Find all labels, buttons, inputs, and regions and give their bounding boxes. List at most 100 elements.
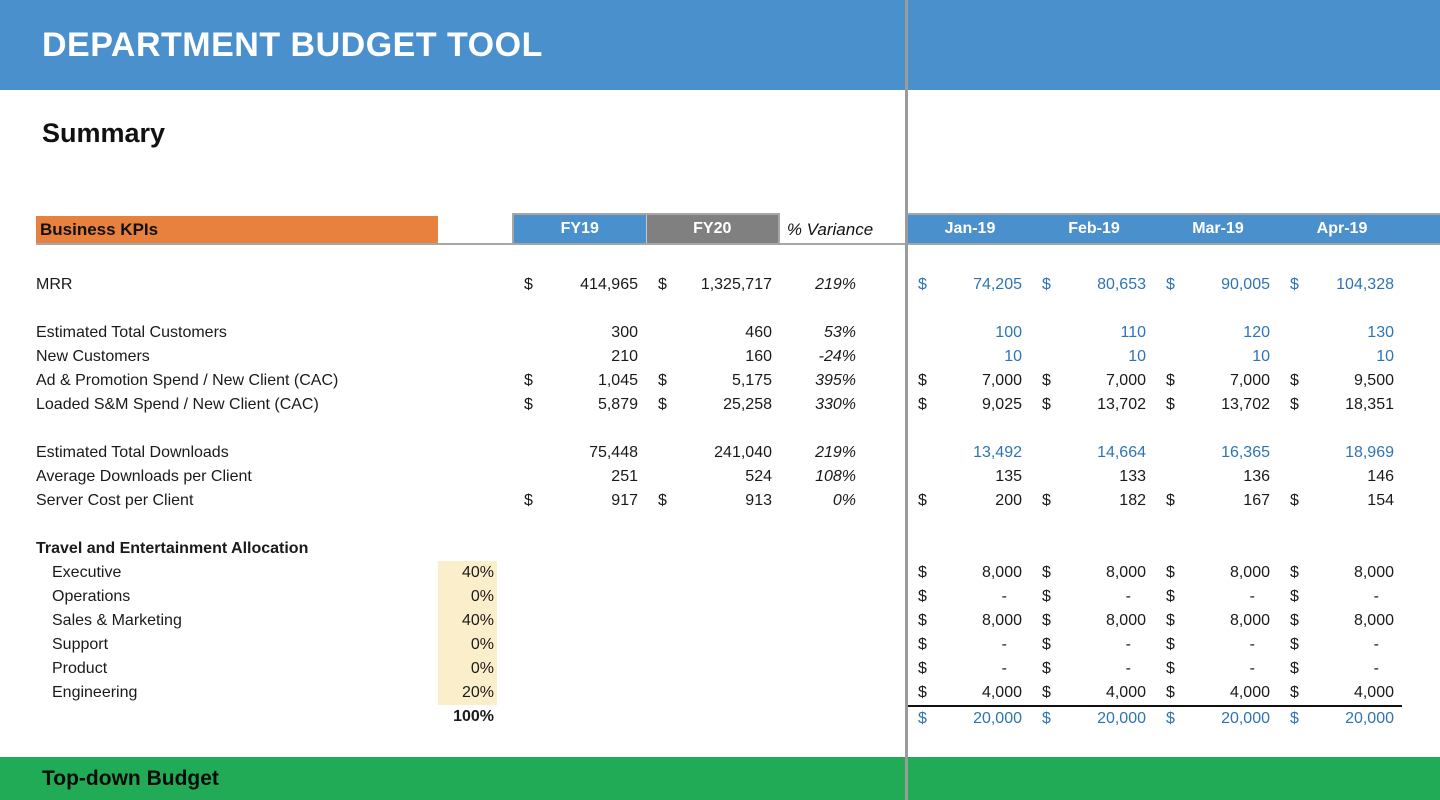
fy20-cell[interactable]: $913 [646,489,780,513]
allocation-cell[interactable]: 20% [438,681,497,705]
fy19-cell[interactable]: 210 [512,345,646,369]
column-header-apr-19[interactable]: Apr-19 [1316,220,1368,237]
month-cell-1[interactable]: 10 [1030,345,1154,369]
allocation-cell[interactable]: 0% [438,633,497,657]
month-cell-2[interactable]: $13,702 [1154,393,1278,417]
fy19-cell[interactable]: 251 [512,465,646,489]
fy19-cell[interactable] [512,537,646,561]
row-label[interactable]: New Customers [36,348,150,365]
variance-cell[interactable] [780,705,880,729]
row-label[interactable]: Estimated Total Customers [36,324,227,341]
allocation-cell[interactable]: 100% [453,708,494,725]
month-cell-2[interactable]: $ - [1154,585,1278,609]
month-cell-3[interactable] [1278,537,1402,561]
month-cell-0[interactable]: $ - [906,585,1030,609]
month-cell-0[interactable]: $20,000 [906,707,1030,729]
month-cell-3[interactable]: $ - [1278,633,1402,657]
month-cell-3[interactable]: $8,000 [1278,561,1402,585]
month-cell-2[interactable]: 136 [1154,465,1278,489]
row-label[interactable]: Estimated Total Downloads [36,444,229,461]
fy20-cell[interactable] [646,609,780,633]
month-cell-3[interactable]: $9,500 [1278,369,1402,393]
variance-cell[interactable]: 108% [815,468,856,485]
month-cell-1[interactable]: $ - [1030,633,1154,657]
month-cell-3[interactable]: $20,000 [1278,707,1402,729]
variance-cell[interactable] [780,681,880,705]
row-label[interactable]: Sales & Marketing [52,612,182,629]
column-header-jan-19[interactable]: Jan-19 [944,220,996,237]
month-cell-3[interactable]: $ - [1278,585,1402,609]
month-cell-2[interactable]: $8,000 [1154,561,1278,585]
variance-cell[interactable] [780,561,880,585]
month-cell-3[interactable]: $4,000 [1278,681,1402,705]
month-cell-1[interactable]: 14,664 [1030,441,1154,465]
row-label[interactable]: MRR [36,276,73,293]
fy20-cell[interactable]: $5,175 [646,369,780,393]
fy19-cell[interactable]: 75,448 [512,441,646,465]
month-cell-0[interactable]: 13,492 [906,441,1030,465]
variance-cell[interactable]: 0% [832,492,856,509]
month-cell-2[interactable]: $167 [1154,489,1278,513]
month-cell-1[interactable]: $ - [1030,657,1154,681]
month-cell-0[interactable] [906,537,1030,561]
column-header-fy20[interactable]: FY20 [645,215,778,243]
variance-cell[interactable]: 395% [815,372,856,389]
allocation-cell[interactable] [438,369,497,393]
month-cell-2[interactable]: $7,000 [1154,369,1278,393]
fy20-cell[interactable] [646,633,780,657]
month-cell-3[interactable]: $154 [1278,489,1402,513]
month-cell-0[interactable]: $7,000 [906,369,1030,393]
month-cell-2[interactable]: 16,365 [1154,441,1278,465]
row-label[interactable]: Product [52,660,108,677]
month-cell-3[interactable]: $8,000 [1278,609,1402,633]
fy19-cell[interactable] [512,705,646,729]
month-cell-0[interactable]: $74,205 [906,273,1030,297]
month-cell-1[interactable]: $20,000 [1030,707,1154,729]
variance-cell[interactable]: 219% [815,276,856,293]
fy20-cell[interactable] [646,537,780,561]
month-cell-0[interactable]: $200 [906,489,1030,513]
month-cell-2[interactable]: 120 [1154,321,1278,345]
month-cell-3[interactable]: 130 [1278,321,1402,345]
month-cell-2[interactable]: 10 [1154,345,1278,369]
fy20-cell[interactable]: 241,040 [646,441,780,465]
section-header-top-down-budget[interactable]: Top-down Budget [0,757,1440,800]
month-cell-3[interactable]: 18,969 [1278,441,1402,465]
variance-cell[interactable]: 53% [823,324,856,341]
allocation-cell[interactable] [438,393,497,417]
month-cell-2[interactable]: $ - [1154,657,1278,681]
month-cell-0[interactable]: $9,025 [906,393,1030,417]
fy19-cell[interactable] [512,561,646,585]
month-cell-3[interactable]: $104,328 [1278,273,1402,297]
fy19-cell[interactable] [512,657,646,681]
fy20-cell[interactable]: 460 [646,321,780,345]
month-cell-3[interactable]: 146 [1278,465,1402,489]
row-label[interactable]: Loaded S&M Spend / New Client (CAC) [36,396,319,413]
month-cell-2[interactable] [1154,537,1278,561]
fy20-cell[interactable]: 160 [646,345,780,369]
month-cell-1[interactable]: $182 [1030,489,1154,513]
fy19-cell[interactable] [512,681,646,705]
month-cell-0[interactable]: 135 [906,465,1030,489]
row-label[interactable]: Average Downloads per Client [36,468,252,485]
allocation-cell[interactable] [438,441,497,465]
row-label[interactable]: Operations [52,588,131,605]
allocation-cell[interactable] [438,489,497,513]
fy19-cell[interactable]: $917 [512,489,646,513]
month-cell-2[interactable]: $90,005 [1154,273,1278,297]
allocation-cell[interactable] [438,465,497,489]
column-header-mar-19[interactable]: Mar-19 [1192,220,1244,237]
month-cell-1[interactable]: 110 [1030,321,1154,345]
month-cell-1[interactable]: $8,000 [1030,609,1154,633]
variance-cell[interactable] [780,585,880,609]
row-label[interactable]: Support [52,636,109,653]
section-header-business-kpis[interactable]: Business KPIs [36,216,438,243]
month-cell-1[interactable]: $80,653 [1030,273,1154,297]
month-cell-2[interactable]: $ - [1154,633,1278,657]
variance-cell[interactable] [780,537,880,561]
allocation-cell[interactable]: 0% [438,585,497,609]
allocation-cell[interactable]: 40% [438,561,497,585]
month-cell-2[interactable]: $8,000 [1154,609,1278,633]
fy20-cell[interactable] [646,561,780,585]
column-header-variance[interactable]: % Variance [786,219,874,239]
